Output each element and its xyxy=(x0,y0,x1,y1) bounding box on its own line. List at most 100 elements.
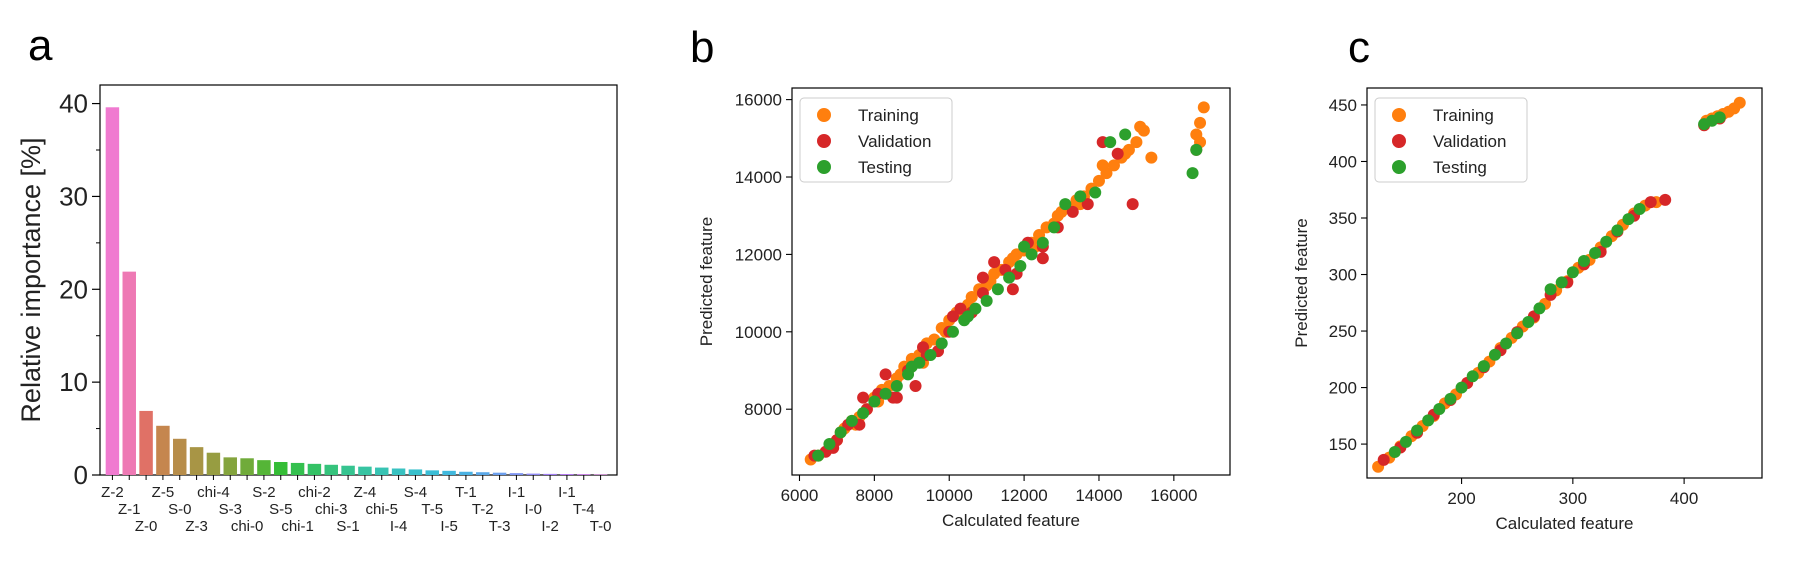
x-tick-label-a: S-3 xyxy=(219,501,242,518)
point-testing xyxy=(924,349,937,362)
point-validation xyxy=(1066,205,1079,218)
x-tick-label-a: S-5 xyxy=(269,501,292,518)
point-testing xyxy=(834,426,847,439)
point-training xyxy=(1197,101,1210,114)
x-tick-label-a: Z-2 xyxy=(101,484,124,501)
point-testing xyxy=(823,438,836,451)
point-validation xyxy=(1111,147,1124,160)
bar-4 xyxy=(173,438,187,475)
x-tick-label: 8000 xyxy=(855,486,893,505)
point-validation xyxy=(857,391,870,404)
point-testing xyxy=(1388,446,1401,458)
point-testing xyxy=(868,395,881,408)
bar-18 xyxy=(408,469,423,475)
point-training xyxy=(1051,209,1064,222)
bar-12 xyxy=(307,463,322,475)
point-testing xyxy=(1399,435,1412,448)
bar-17 xyxy=(391,468,406,475)
y-tick-label: 16000 xyxy=(735,91,782,110)
panel-letter-b: b xyxy=(690,23,714,72)
point-testing xyxy=(1589,247,1602,260)
x-tick-label-a: T-5 xyxy=(421,501,443,518)
y-tick-label: 12000 xyxy=(735,245,782,264)
point-testing xyxy=(961,310,974,323)
y-tick-label: 8000 xyxy=(744,400,782,419)
bar-24 xyxy=(509,473,524,475)
y-axis-label: Predicted feature xyxy=(1292,218,1311,347)
point-testing xyxy=(812,449,825,462)
y-tick-label-a: 10 xyxy=(59,367,88,397)
y-tick-label: 200 xyxy=(1329,379,1357,398)
x-tick-label-a: Z-4 xyxy=(354,484,377,501)
series-testing xyxy=(1388,111,1726,458)
bar-8 xyxy=(240,458,254,475)
x-tick-label: 14000 xyxy=(1075,486,1122,505)
point-validation xyxy=(1081,198,1094,211)
point-testing xyxy=(991,283,1004,296)
bar-2 xyxy=(139,410,153,475)
point-testing xyxy=(1566,266,1579,279)
point-validation xyxy=(1006,283,1019,296)
legend-marker-validation xyxy=(1392,134,1406,148)
bar-10 xyxy=(274,462,288,475)
point-testing xyxy=(1104,136,1117,149)
x-tick-label-a: I-4 xyxy=(390,518,408,535)
legend-label-testing: Testing xyxy=(858,158,912,177)
point-testing xyxy=(1433,403,1446,416)
x-tick-label-a: Z-1 xyxy=(118,501,141,518)
x-tick-label-a: I-1 xyxy=(558,484,576,501)
point-testing xyxy=(1511,327,1524,340)
scatter-chart-c: 200 300 400 150 200 250 300 350 400 450 Calculated… xyxy=(1292,87,1763,533)
point-validation xyxy=(1126,198,1139,211)
bar-7 xyxy=(223,457,237,475)
point-training xyxy=(1145,151,1158,164)
point-validation xyxy=(1036,252,1049,265)
point-training xyxy=(1733,96,1746,109)
point-testing xyxy=(1455,381,1468,394)
y-tick-label-a: 30 xyxy=(59,181,88,211)
point-testing xyxy=(1036,236,1049,249)
point-testing xyxy=(905,360,918,373)
bar-22 xyxy=(476,472,490,475)
bar-0 xyxy=(105,107,120,476)
legend-box xyxy=(1374,97,1528,183)
point-validation xyxy=(917,341,930,354)
bar-chart-a: 0 10 20 30 40 Z-2Z-1Z-0 Z-5S-0Z-3 chi-4S-3chi-0… xyxy=(16,84,618,535)
x-tick-label-a: T-1 xyxy=(455,484,477,501)
point-testing xyxy=(1059,198,1072,211)
bar-15 xyxy=(358,466,372,475)
x-tick-label-a: S-4 xyxy=(404,484,427,501)
bar-3 xyxy=(156,425,170,475)
y-tick-label: 350 xyxy=(1329,209,1357,228)
point-testing xyxy=(1522,316,1535,328)
bar-23 xyxy=(492,472,507,475)
y-tick-label: 250 xyxy=(1329,322,1357,341)
x-tick-label: 16000 xyxy=(1150,486,1197,505)
point-training xyxy=(1134,120,1147,133)
point-testing xyxy=(845,414,858,427)
point-testing xyxy=(1186,167,1199,180)
point-training xyxy=(1107,159,1120,172)
point-testing xyxy=(1555,276,1568,289)
x-tick-label-a: S-1 xyxy=(336,518,359,535)
point-testing xyxy=(980,294,993,307)
point-testing xyxy=(1089,186,1102,199)
point-validation xyxy=(954,302,967,315)
point-testing xyxy=(1003,271,1016,284)
scatter-chart-b: 6000 8000 10000 12000 14000 16000 8000 10000 120… xyxy=(697,87,1231,530)
point-testing xyxy=(1025,248,1038,261)
bar-20 xyxy=(442,470,456,475)
x-tick-label-a: chi-2 xyxy=(298,484,331,501)
x-tick-label: 12000 xyxy=(1000,486,1047,505)
point-training xyxy=(1092,174,1105,187)
x-tick-label-a: Z-5 xyxy=(152,484,175,501)
bar-1 xyxy=(122,271,136,475)
x-tick-label-a: I-2 xyxy=(541,518,559,535)
point-training xyxy=(1130,136,1143,149)
plot-frame-chart-b xyxy=(791,87,1231,476)
legend-label-training: Training xyxy=(858,106,919,125)
bar-11 xyxy=(290,462,305,475)
point-validation xyxy=(879,368,892,381)
bar-26 xyxy=(543,473,557,475)
legend-box xyxy=(799,97,953,183)
